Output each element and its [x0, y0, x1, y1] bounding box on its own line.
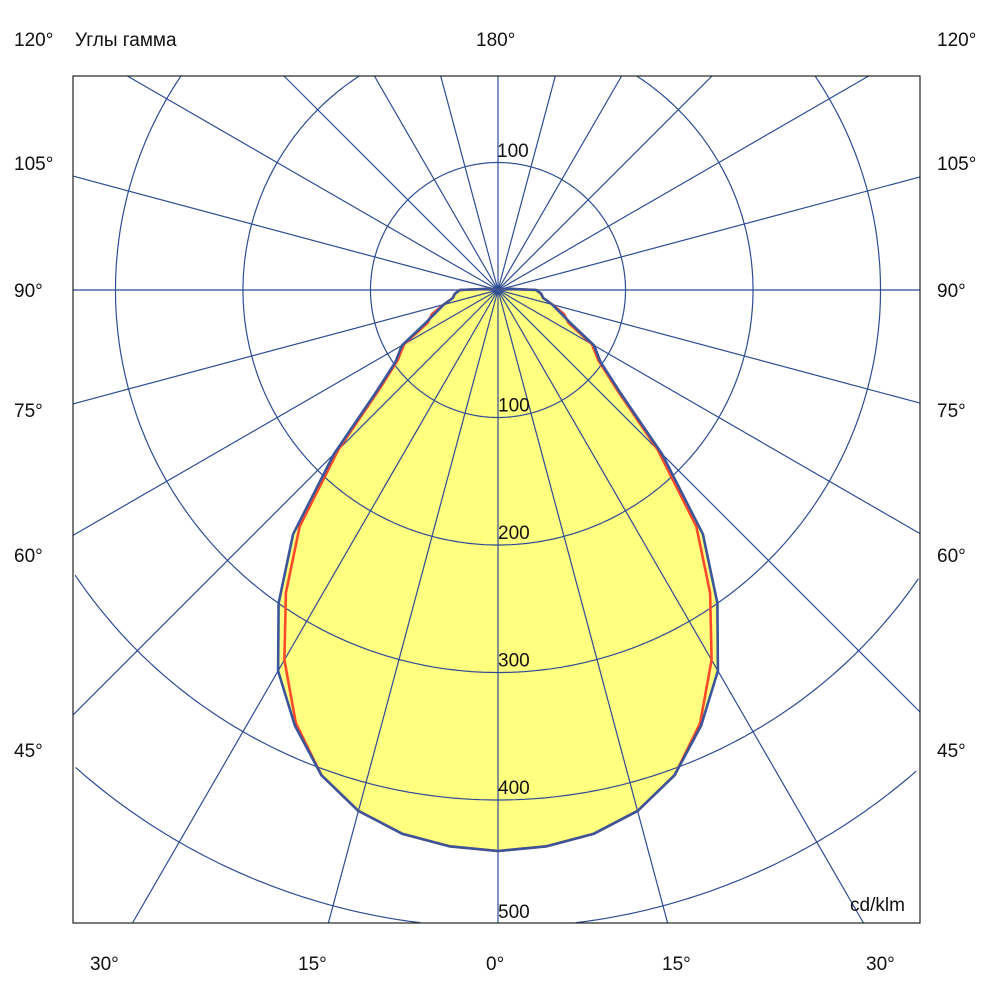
- grid-radial-line: [131, 289, 499, 924]
- grid-radial-line: [497, 75, 556, 291]
- unit-label: cd/klm: [850, 895, 905, 916]
- right-angle-label: 120°: [937, 30, 976, 51]
- bottom-angle-label: 30°: [90, 954, 119, 975]
- right-angle-label: 105°: [937, 154, 976, 175]
- left-angle-label: 75°: [14, 401, 43, 422]
- grid-radial-line: [327, 289, 499, 924]
- chart-title: Углы гамма: [75, 30, 177, 51]
- grid-radial-line: [72, 289, 499, 536]
- bottom-angle-label: 15°: [662, 954, 691, 975]
- grid-circle-400: [74, 574, 919, 801]
- polar-grid-overlay: [72, 75, 921, 924]
- grid-radial-line: [373, 75, 499, 291]
- radial-tick-label: 500: [498, 902, 530, 923]
- grid-radial-line: [497, 75, 869, 291]
- grid-radial-line: [497, 289, 921, 713]
- right-angle-label: 90°: [937, 281, 966, 302]
- grid-radial-line: [497, 176, 921, 291]
- plot-frame: [72, 75, 921, 924]
- left-angle-label: 90°: [14, 281, 43, 302]
- grid-radial-line: [72, 289, 499, 405]
- left-angle-label: 120°: [14, 30, 53, 51]
- top-angle-label: 180°: [476, 30, 515, 51]
- grid-circle-200: [242, 75, 754, 546]
- grid-radial-line: [283, 75, 499, 291]
- right-angle-label: 45°: [937, 741, 966, 762]
- grid-radial-line: [497, 289, 669, 924]
- grid-radial-line: [497, 289, 865, 924]
- intensity-curve-1: [276, 287, 720, 853]
- grid-radial-line: [72, 289, 499, 716]
- right-angle-label: 75°: [937, 401, 966, 422]
- radial-tick-label: 400: [498, 778, 530, 799]
- radial-tick-label: 100: [498, 396, 530, 417]
- grid-radial-line: [72, 175, 499, 291]
- grid-radial-line: [497, 75, 623, 291]
- radial-tick-label: 300: [498, 651, 530, 672]
- grid-radial-line: [497, 75, 713, 291]
- bottom-angle-labels: 30° 15° 0° 15° 30°: [90, 954, 895, 975]
- bottom-angle-label: 30°: [866, 954, 895, 975]
- radial-tick-label: 200: [498, 523, 530, 544]
- bottom-angle-label: 15°: [298, 954, 327, 975]
- grid-radial-line: [127, 75, 499, 291]
- grid-radial-line: [497, 289, 921, 404]
- top-radial-tick-label: 100: [497, 141, 529, 162]
- right-angle-label: 60°: [937, 546, 966, 567]
- radial-tick-labels: 100 200 300 400 500: [498, 396, 530, 924]
- grid-circle-300: [114, 75, 882, 674]
- left-angle-label: 105°: [14, 154, 53, 175]
- bottom-angle-label: 0°: [486, 954, 504, 975]
- grid-circle-500: [75, 767, 917, 924]
- side-angle-labels: 120° 120° 105° 105° 90° 90° 75° 75° 60° 60° 45° 45°: [14, 30, 976, 762]
- left-angle-label: 60°: [14, 546, 43, 567]
- grid-radial-line: [497, 289, 921, 535]
- left-angle-label: 45°: [14, 741, 43, 762]
- grid-radial-line: [440, 75, 499, 291]
